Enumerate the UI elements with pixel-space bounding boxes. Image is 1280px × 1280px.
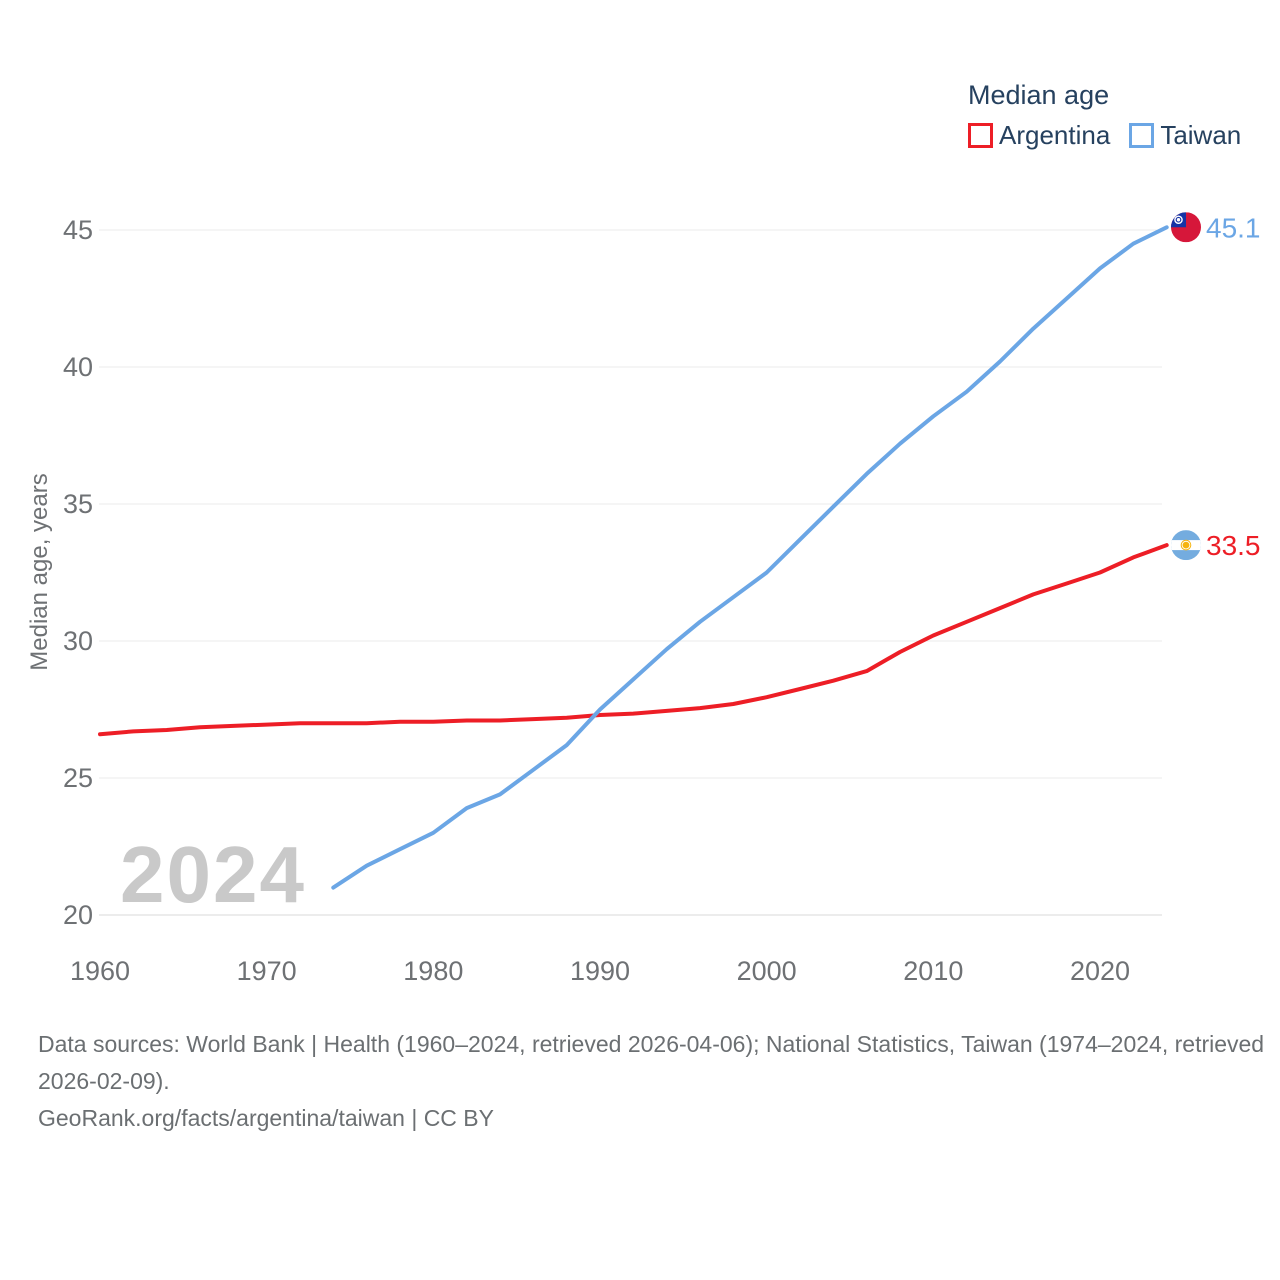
argentina-end-value: 33.5	[1206, 530, 1261, 561]
argentina-flag-icon	[1171, 530, 1201, 561]
x-tick-label-2010: 2010	[903, 956, 963, 986]
y-tick-label-40: 40	[63, 352, 93, 382]
legend-item-taiwan[interactable]: Taiwan	[1129, 120, 1241, 151]
y-tick-label-20: 20	[63, 900, 93, 930]
legend-label-argentina: Argentina	[999, 120, 1111, 150]
median-age-line-chart: 20 25 30 35 40 45 1960 1970 1980 1990 2000 2010 2020…	[26, 212, 1261, 986]
x-tick-label-1990: 1990	[570, 956, 630, 986]
y-axis-label: Median age, years	[26, 473, 53, 670]
x-tick-label-1980: 1980	[403, 956, 463, 986]
taiwan-end-value: 45.1	[1206, 212, 1261, 243]
data-sources-text: Data sources: World Bank | Health (1960–…	[38, 1031, 1265, 1094]
legend-item-argentina[interactable]: Argentina	[968, 120, 1110, 151]
y-tick-label-25: 25	[63, 763, 93, 793]
watermark-year: 2024	[120, 830, 306, 919]
legend-label-taiwan: Taiwan	[1160, 120, 1242, 150]
x-tick-label-1970: 1970	[237, 956, 297, 986]
taiwan-line	[331, 225, 1169, 890]
legend: Median age Argentina Taiwan	[968, 80, 1241, 151]
attribution-text: GeoRank.org/facts/argentina/taiwan | CC …	[38, 1105, 494, 1131]
taiwan-swatch-icon	[1129, 123, 1155, 148]
argentina-line	[98, 543, 1169, 737]
legend-items: Argentina Taiwan	[968, 120, 1241, 151]
y-tick-label-30: 30	[63, 626, 93, 656]
x-tick-label-1960: 1960	[70, 956, 130, 986]
legend-title: Median age	[968, 80, 1110, 110]
footer: Data sources: World Bank | Health (1960–…	[38, 1026, 1270, 1137]
argentina-swatch-icon	[968, 123, 993, 148]
y-tick-label-35: 35	[63, 489, 93, 519]
x-tick-label-2000: 2000	[737, 956, 797, 986]
x-tick-label-2020: 2020	[1070, 956, 1130, 986]
y-tick-label-45: 45	[63, 215, 93, 245]
taiwan-flag-icon	[1171, 212, 1201, 243]
